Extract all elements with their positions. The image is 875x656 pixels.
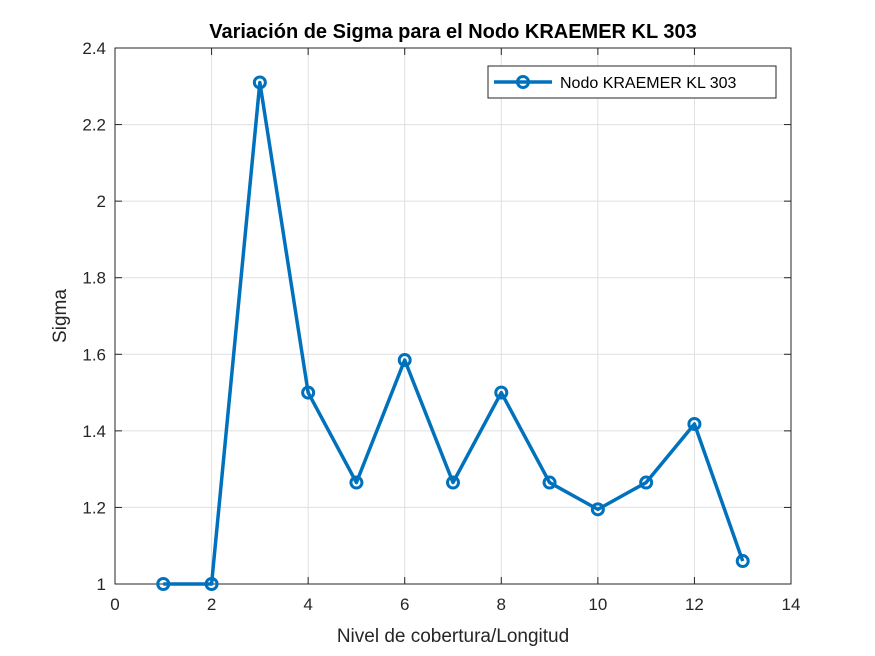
data-point-marker <box>397 353 412 368</box>
data-point-marker <box>542 475 557 490</box>
legend-box <box>487 65 777 99</box>
chart-title: Variación de Sigma para el Nodo KRAEMER … <box>209 21 697 43</box>
y-tick-label: 1.4 <box>82 422 106 441</box>
y-tick-label: 1.2 <box>82 498 106 517</box>
y-tick-label: 2.2 <box>82 116 106 135</box>
data-point-marker <box>204 577 219 591</box>
data-point-marker <box>639 475 654 490</box>
series-layer <box>156 75 750 591</box>
x-tick-label: 4 <box>303 595 312 614</box>
data-point-marker <box>252 75 267 90</box>
x-axis-label: Nivel de cobertura/Longitud <box>337 626 569 647</box>
data-point-marker <box>735 554 750 569</box>
data-point-marker <box>349 475 364 490</box>
x-tick-label: 10 <box>588 595 607 614</box>
legend[interactable]: Nodo KRAEMER KL 303 <box>487 65 777 99</box>
y-axis-label: Sigma <box>50 289 71 343</box>
y-tick-label: 2 <box>97 192 106 211</box>
y-axis-ticks: 1 1.2 1.4 1.6 1.8 2 2.2 2.4 <box>82 39 791 594</box>
data-point-marker <box>301 385 316 400</box>
x-tick-label: 14 <box>782 595 801 614</box>
data-point-marker <box>156 577 171 591</box>
x-tick-label: 6 <box>400 595 409 614</box>
data-point-marker <box>446 475 460 490</box>
series-line <box>163 80 745 586</box>
data-point-marker <box>494 385 509 400</box>
plot-area <box>115 48 791 584</box>
y-tick-label: 1.6 <box>82 345 106 364</box>
y-tick-label: 1.8 <box>82 269 106 288</box>
legend-entry-label: Nodo KRAEMER KL 303 <box>560 75 736 92</box>
y-tick-label: 2.4 <box>82 39 106 58</box>
x-tick-label: 2 <box>207 595 216 614</box>
axes-box <box>114 47 792 585</box>
axes <box>114 47 792 585</box>
data-point-marker <box>590 502 605 517</box>
x-tick-label: 8 <box>497 595 506 614</box>
data-point-marker <box>687 416 702 431</box>
x-tick-label: 12 <box>685 595 704 614</box>
legend-marker-circle-icon <box>516 75 530 89</box>
y-tick-label: 1 <box>97 575 106 594</box>
x-tick-label: 0 <box>110 595 119 614</box>
